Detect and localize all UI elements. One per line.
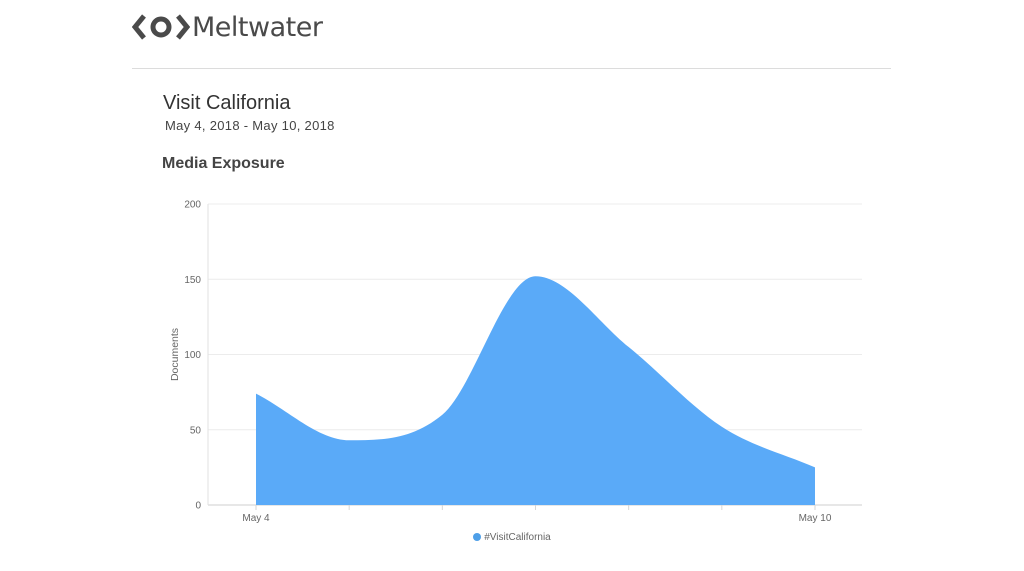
header-divider: [132, 68, 891, 69]
y-tick-label: 100: [184, 350, 201, 361]
y-tick-label: 150: [184, 275, 201, 286]
section-title: Media Exposure: [162, 155, 285, 172]
brand-name: Meltwater: [192, 11, 323, 43]
y-tick-label: 50: [190, 425, 202, 436]
x-tick-label: May 4: [242, 513, 270, 524]
y-tick-label: 0: [195, 501, 201, 512]
report-date-range: May 4, 2018 - May 10, 2018: [165, 118, 335, 133]
x-tick-label: May 10: [799, 513, 832, 524]
legend-marker: [473, 533, 482, 541]
series-area-visitcalifornia: [256, 276, 815, 505]
chart-legend[interactable]: #VisitCalifornia: [0, 532, 1024, 543]
y-axis-title: Documents: [169, 328, 181, 381]
meltwater-logo-icon: [132, 14, 190, 40]
media-exposure-chart: 0 50 100 150 200 May 4 May 10 Documents: [169, 200, 862, 524]
legend-label: #VisitCalifornia: [484, 532, 551, 543]
brand-header: Meltwater: [132, 10, 323, 44]
y-tick-label: 200: [184, 200, 201, 211]
report-title: Visit California: [163, 92, 291, 114]
